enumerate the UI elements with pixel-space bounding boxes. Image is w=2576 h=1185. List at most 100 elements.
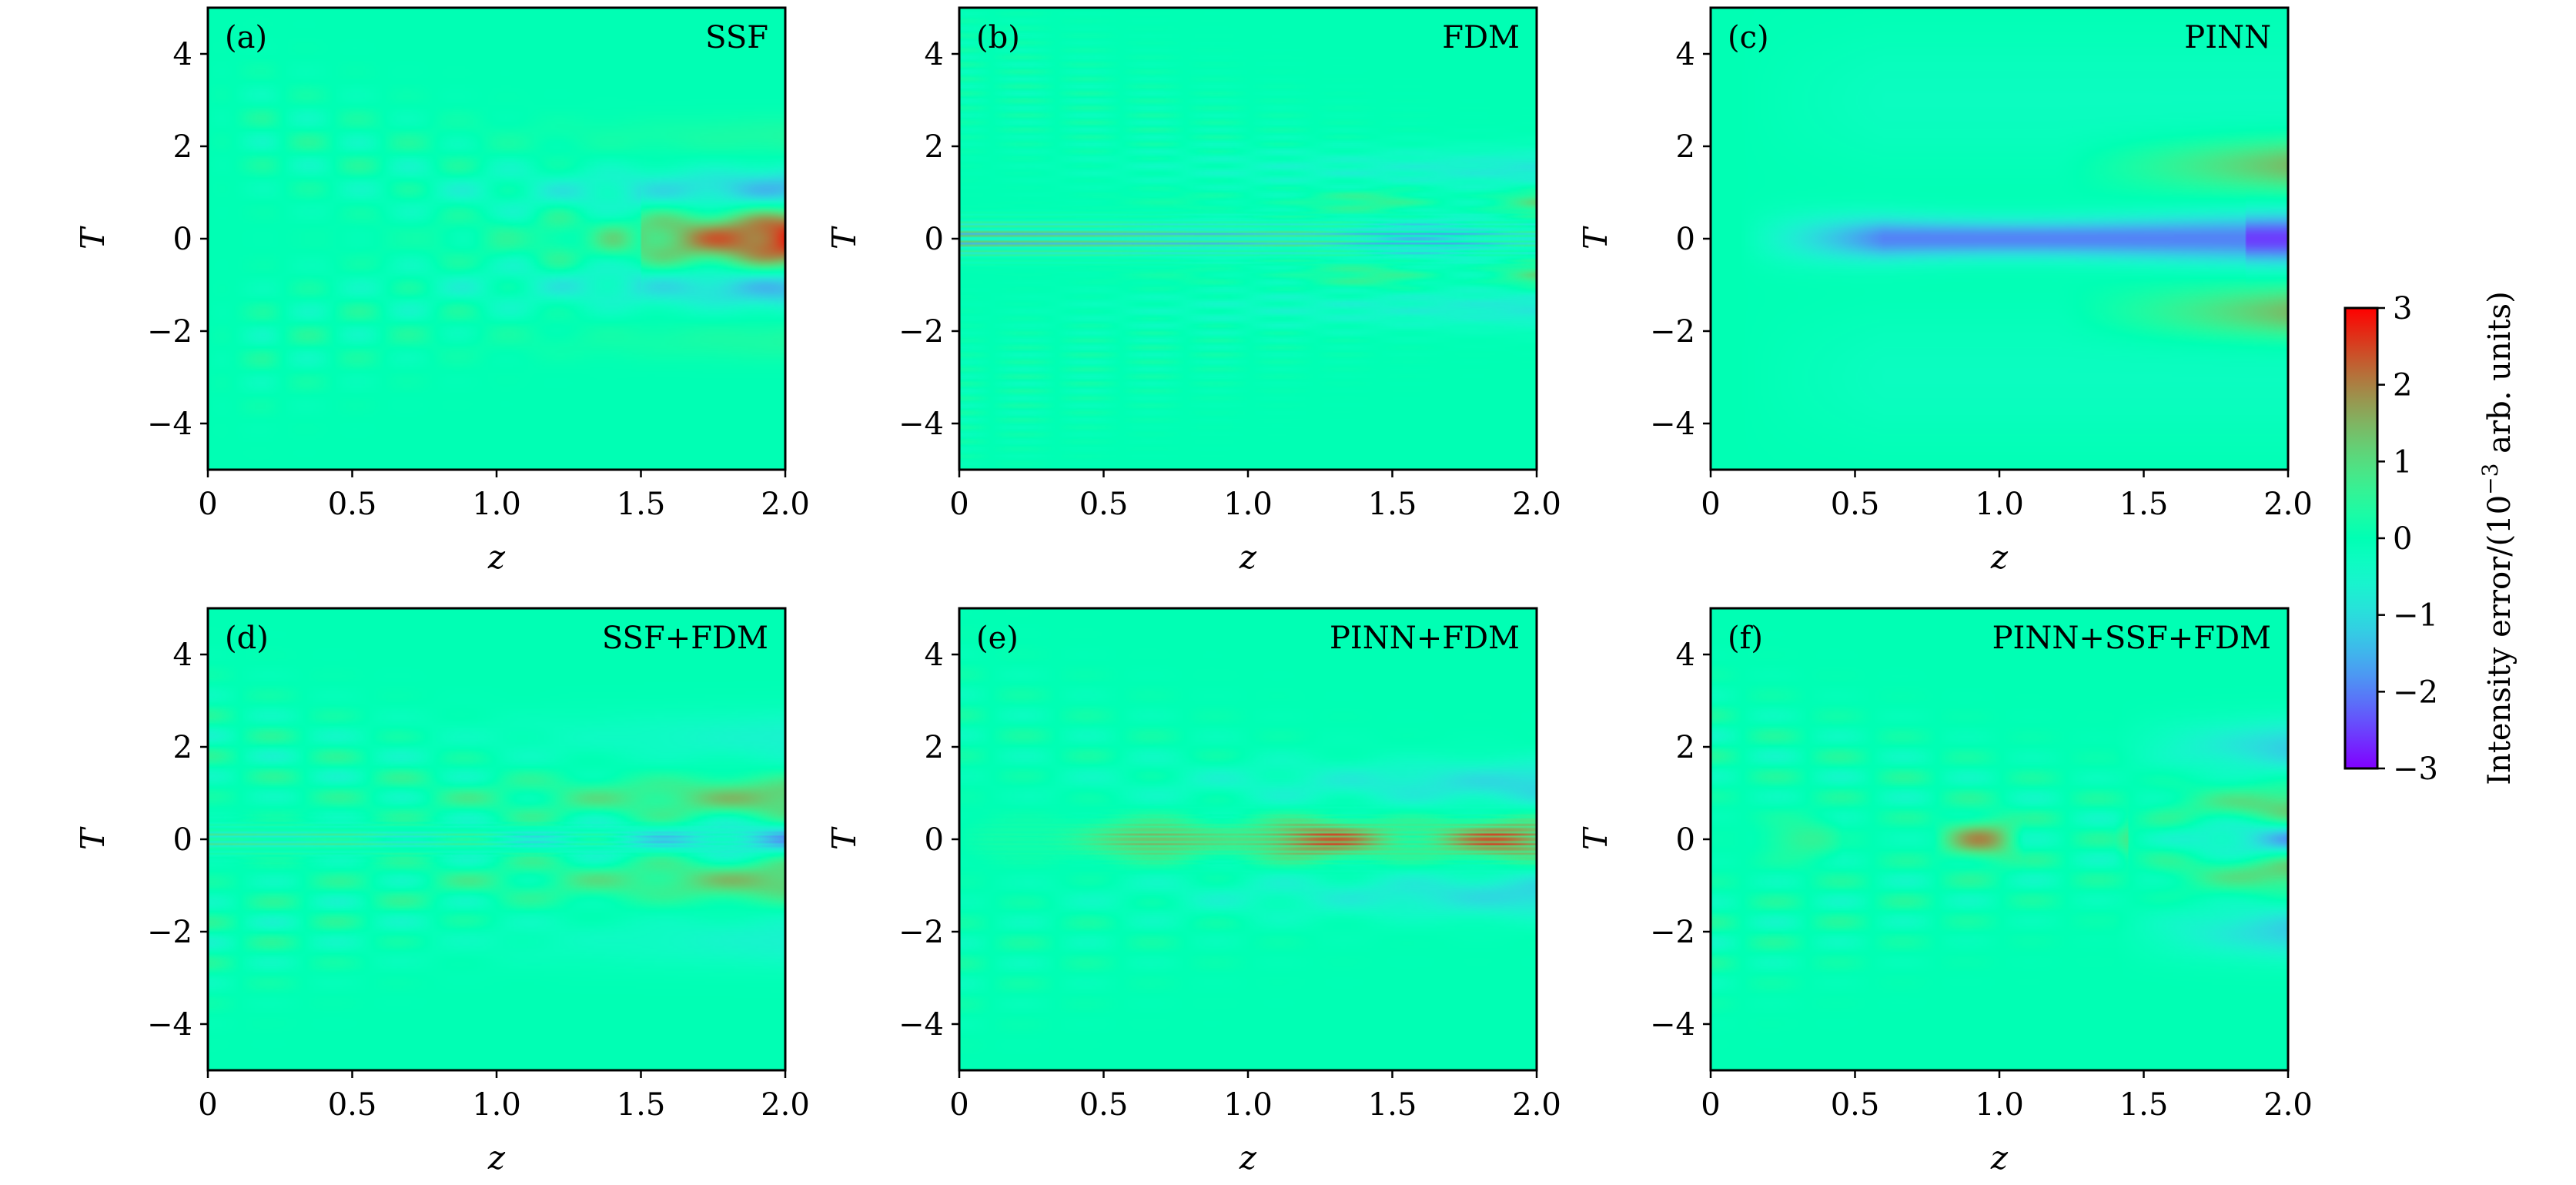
x-tick-label: 2.0 bbox=[1512, 1087, 1561, 1123]
panel-f: 0 0.5 1.0 1.5 2.0 4 2 0 −2 −4 z T (f) PINN+SSF+FDM bbox=[1577, 607, 2313, 1177]
colorbar-tick-label: −2 bbox=[2393, 675, 2438, 710]
y-tick-label: 0 bbox=[173, 822, 192, 858]
x-axis-label: z bbox=[487, 538, 506, 576]
panel-tag: (f) bbox=[1728, 621, 1763, 656]
y-axis-label: T bbox=[825, 826, 863, 850]
x-tick-label: 0 bbox=[1701, 1087, 1720, 1123]
x-tick-label: 1.0 bbox=[1975, 487, 2024, 522]
y-tick-label: 0 bbox=[925, 822, 944, 858]
y-tick-label: 4 bbox=[1676, 37, 1695, 72]
y-axis-label: T bbox=[825, 226, 863, 249]
x-tick-label: 0 bbox=[1701, 487, 1720, 522]
x-tick-label: 0.5 bbox=[1831, 487, 1880, 522]
x-tick-label: 1.5 bbox=[2119, 487, 2169, 522]
panel-grid: 0 0.5 1.0 1.5 2.0 4 2 0 −2 −4 z T (a) SSF 0 0.5 1.0 1.5 2.… bbox=[74, 6, 2313, 1177]
x-tick-label: 1.5 bbox=[617, 487, 666, 522]
x-axis-label: z bbox=[1239, 538, 1257, 576]
colorbar-tick-label: 1 bbox=[2393, 444, 2412, 480]
y-tick-label: 2 bbox=[173, 730, 192, 765]
method-label: SSF bbox=[705, 20, 768, 55]
y-tick-label: 2 bbox=[925, 730, 944, 765]
y-axis-label: T bbox=[74, 226, 112, 249]
heatmap-image bbox=[208, 8, 785, 470]
heatmap-image bbox=[959, 8, 1537, 470]
y-tick-label: 0 bbox=[1676, 822, 1695, 858]
y-tick-label: 4 bbox=[925, 37, 944, 72]
panel-c: 0 0.5 1.0 1.5 2.0 4 2 0 −2 −4 z T (c) PINN bbox=[1577, 6, 2313, 576]
x-axis-label: z bbox=[1239, 1139, 1257, 1177]
x-tick-label: 1.0 bbox=[472, 487, 521, 522]
method-label: PINN+SSF+FDM bbox=[1992, 621, 2271, 656]
method-label: FDM bbox=[1442, 20, 1520, 55]
y-tick-label: −2 bbox=[1650, 915, 1695, 950]
y-axis-label: T bbox=[1577, 226, 1614, 249]
colorbar-tick-label: 2 bbox=[2393, 368, 2412, 403]
colorbar-label-tail: arb. units) bbox=[2482, 291, 2517, 463]
y-tick-label: −4 bbox=[898, 1007, 944, 1043]
x-axis-label: z bbox=[487, 1139, 506, 1177]
y-tick-label: −2 bbox=[147, 915, 192, 950]
x-tick-label: 2.0 bbox=[761, 487, 810, 522]
x-tick-label: 1.5 bbox=[1368, 1087, 1417, 1123]
x-tick-label: 0 bbox=[198, 1087, 217, 1123]
panel-tag: (b) bbox=[976, 20, 1020, 55]
y-tick-label: 2 bbox=[173, 129, 192, 165]
x-tick-label: 0 bbox=[949, 487, 969, 522]
y-tick-label: 2 bbox=[925, 129, 944, 165]
y-tick-label: 4 bbox=[925, 638, 944, 673]
panel-tag: (c) bbox=[1728, 20, 1769, 55]
y-tick-label: 0 bbox=[1676, 222, 1695, 257]
colorbar-label: Intensity error/(10−3 arb. units) bbox=[2477, 291, 2517, 785]
method-label: PINN bbox=[2184, 20, 2271, 55]
y-tick-label: 0 bbox=[173, 222, 192, 257]
heatmap-image bbox=[1711, 8, 2288, 470]
colorbar: 3 2 1 0 −1 −2 −3 Intensity error/(10−3 arb. uni… bbox=[2343, 291, 2517, 787]
y-tick-label: −2 bbox=[1650, 314, 1695, 350]
heatmap-image bbox=[208, 608, 785, 1070]
x-tick-label: 2.0 bbox=[2263, 1087, 2313, 1123]
method-label: SSF+FDM bbox=[602, 621, 768, 656]
x-tick-label: 0.5 bbox=[1079, 1087, 1129, 1123]
y-tick-label: −4 bbox=[1650, 1007, 1695, 1043]
panel-tag: (d) bbox=[225, 621, 269, 656]
y-tick-label: −4 bbox=[147, 407, 192, 442]
panel-tag: (e) bbox=[976, 621, 1019, 656]
x-tick-label: 0.5 bbox=[1079, 487, 1129, 522]
y-tick-label: −4 bbox=[147, 1007, 192, 1043]
x-axis-label: z bbox=[1990, 538, 2009, 576]
y-tick-label: −4 bbox=[898, 407, 944, 442]
x-tick-label: 2.0 bbox=[761, 1087, 810, 1123]
x-tick-label: 0.5 bbox=[1831, 1087, 1880, 1123]
colorbar-tick-label: −1 bbox=[2393, 598, 2438, 634]
x-tick-label: 2.0 bbox=[2263, 487, 2313, 522]
panel-a: 0 0.5 1.0 1.5 2.0 4 2 0 −2 −4 z T (a) SSF bbox=[74, 6, 810, 576]
y-tick-label: −4 bbox=[1650, 407, 1695, 442]
colorbar-label-exponent: −3 bbox=[2477, 464, 2503, 495]
y-tick-label: −2 bbox=[898, 314, 944, 350]
x-tick-label: 2.0 bbox=[1512, 487, 1561, 522]
panel-d: 0 0.5 1.0 1.5 2.0 4 2 0 −2 −4 z T (d) SSF+FDM bbox=[74, 607, 810, 1177]
y-tick-label: 2 bbox=[1676, 730, 1695, 765]
method-label: PINN+FDM bbox=[1330, 621, 1520, 656]
x-tick-label: 1.5 bbox=[2119, 1087, 2169, 1123]
x-tick-label: 1.5 bbox=[617, 1087, 666, 1123]
y-tick-label: −2 bbox=[898, 915, 944, 950]
heatmap-image bbox=[959, 608, 1537, 1070]
x-tick-label: 0.5 bbox=[328, 1087, 377, 1123]
y-tick-label: 4 bbox=[1676, 638, 1695, 673]
x-axis-label: z bbox=[1990, 1139, 2009, 1177]
y-tick-label: 4 bbox=[173, 638, 192, 673]
y-tick-label: 0 bbox=[925, 222, 944, 257]
colorbar-tick-label: 3 bbox=[2393, 291, 2412, 326]
x-tick-label: 1.5 bbox=[1368, 487, 1417, 522]
colorbar-bar bbox=[2343, 306, 2379, 770]
x-tick-label: 1.0 bbox=[472, 1087, 521, 1123]
x-tick-label: 1.0 bbox=[1223, 1087, 1273, 1123]
x-tick-label: 1.0 bbox=[1223, 487, 1273, 522]
panel-b: 0 0.5 1.0 1.5 2.0 4 2 0 −2 −4 z T (b) FDM bbox=[825, 6, 1561, 576]
y-tick-label: 4 bbox=[173, 37, 192, 72]
x-tick-label: 0 bbox=[949, 1087, 969, 1123]
panel-e: 0 0.5 1.0 1.5 2.0 4 2 0 −2 −4 z T (e) PINN+FDM bbox=[825, 607, 1561, 1177]
colorbar-tick-label: 0 bbox=[2393, 521, 2412, 557]
colorbar-label-main: Intensity error/(10 bbox=[2482, 495, 2517, 785]
